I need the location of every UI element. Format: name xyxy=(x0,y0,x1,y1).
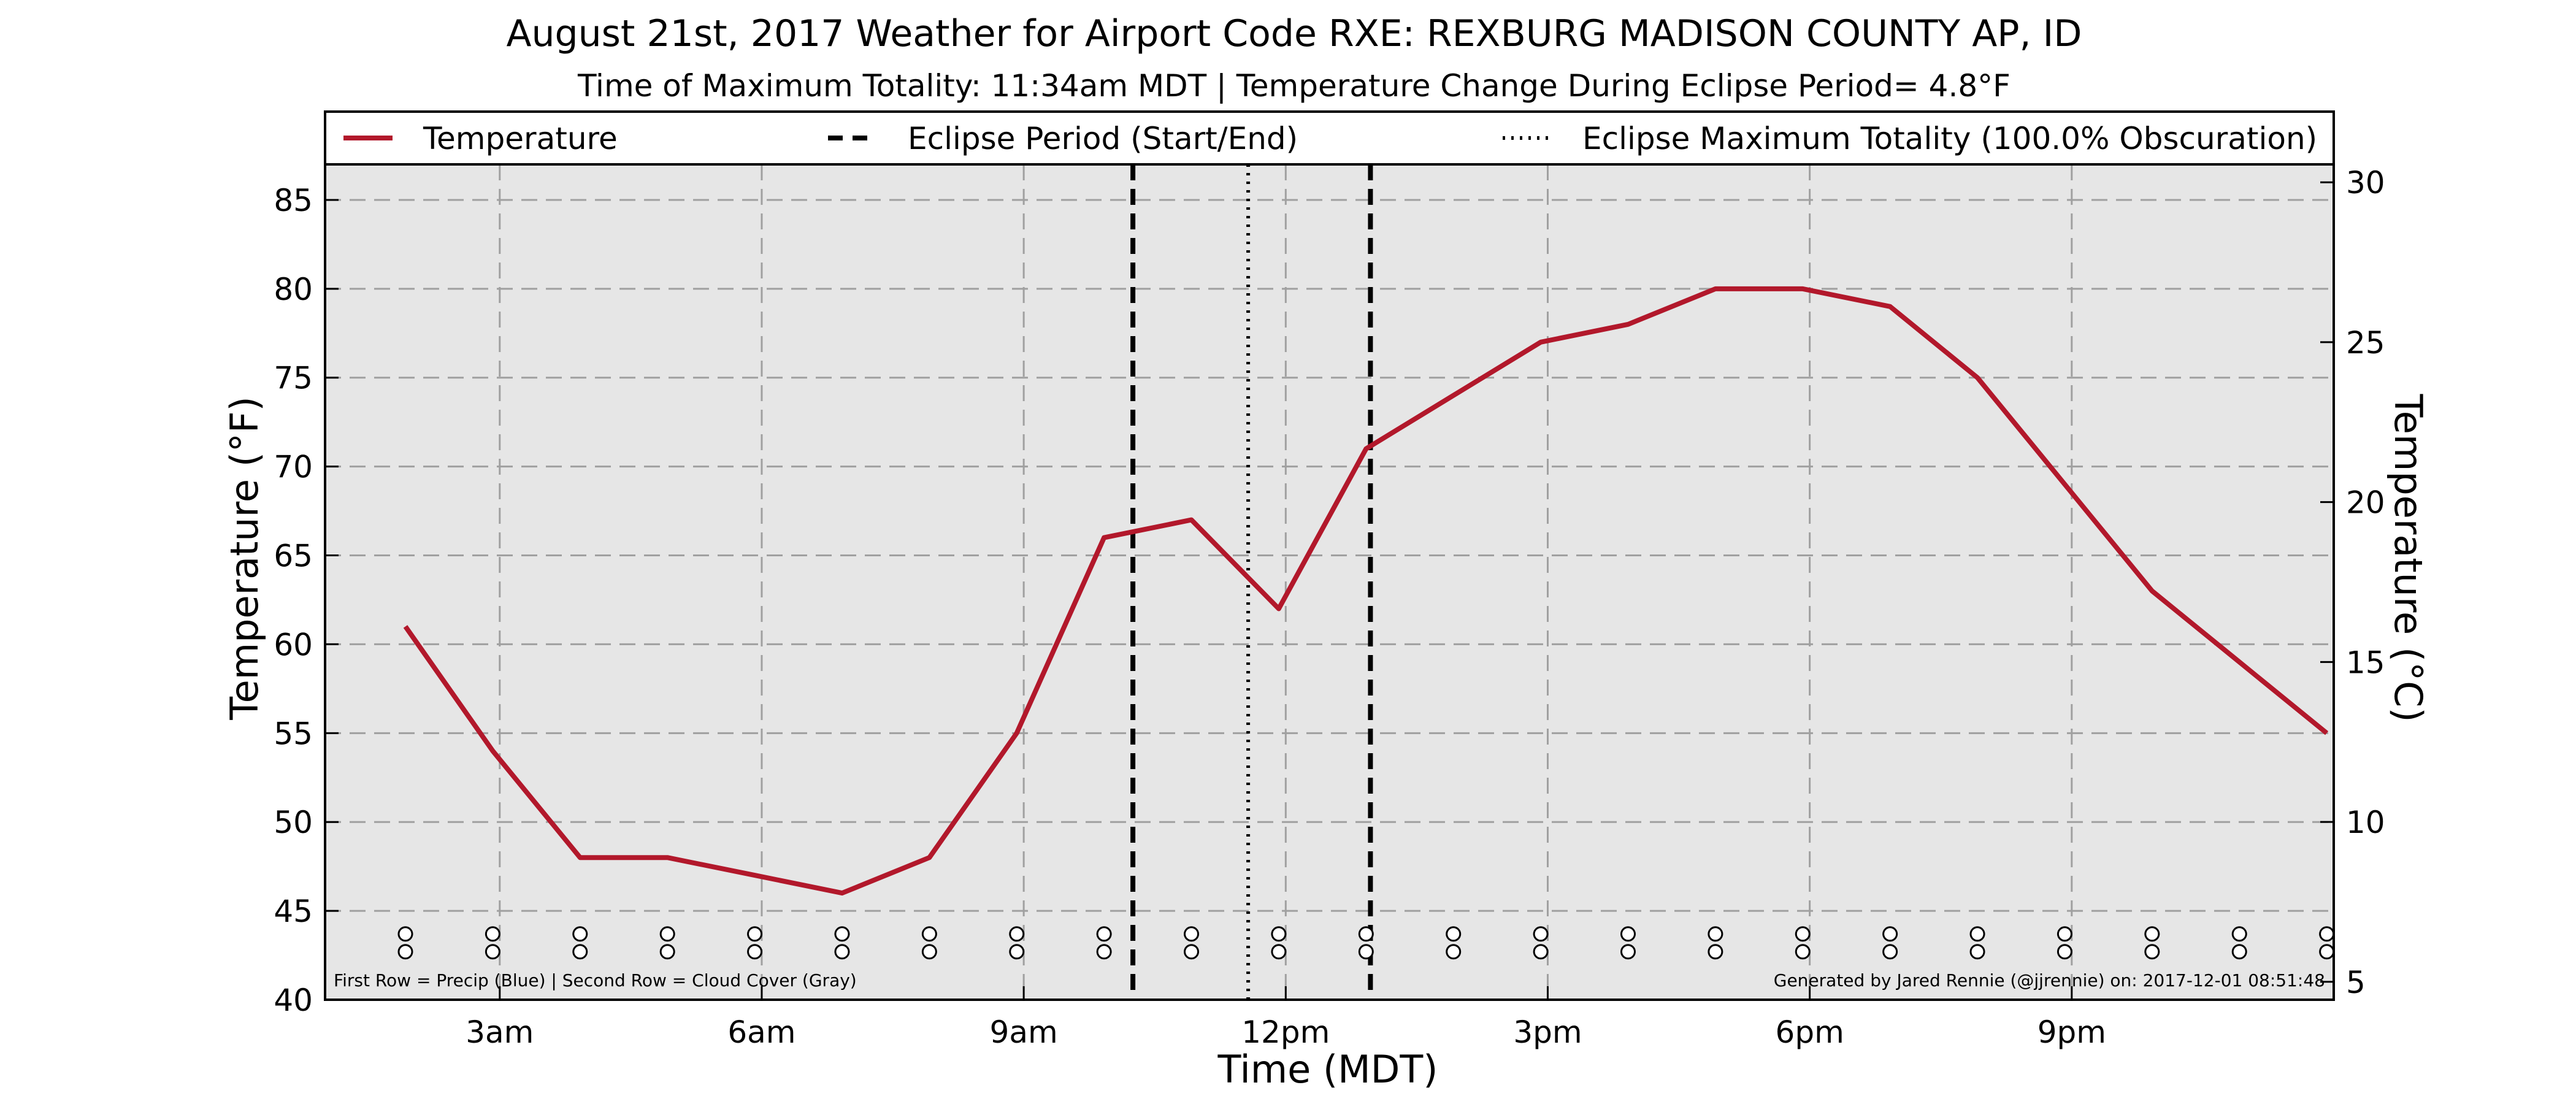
cloud-cover-marker xyxy=(2231,944,2247,960)
precip-marker xyxy=(485,926,500,942)
precip-marker xyxy=(1184,926,1200,942)
cloud-cover-marker xyxy=(1882,944,1898,960)
y-tick-label: 85 xyxy=(274,183,313,218)
cloud-cover-marker xyxy=(1795,944,1811,960)
cloud-cover-marker xyxy=(1446,944,1462,960)
x-tick-label: 9pm xyxy=(2037,1014,2106,1050)
cloud-cover-marker xyxy=(2057,944,2072,960)
cloud-cover-marker xyxy=(2319,944,2335,960)
cloud-cover-marker xyxy=(1708,944,1723,960)
cloud-cover-marker xyxy=(747,944,763,960)
y-tick-label: 50 xyxy=(274,805,313,840)
precip-marker xyxy=(572,926,588,942)
precip-marker xyxy=(2231,926,2247,942)
precip-marker xyxy=(2057,926,2072,942)
precip-marker xyxy=(1882,926,1898,942)
precip-marker xyxy=(834,926,850,942)
y-tick-label: 45 xyxy=(274,894,313,929)
y-right-tick-label: 10 xyxy=(2346,805,2385,840)
cloud-cover-marker xyxy=(1096,944,1112,960)
x-tick-label: 12pm xyxy=(1241,1014,1330,1050)
legend-label: Eclipse Period (Start/End) xyxy=(908,121,1298,156)
y-tick-label: 40 xyxy=(274,983,313,1018)
cloud-cover-marker xyxy=(1533,944,1549,960)
precip-marker xyxy=(659,926,675,942)
y-tick-label: 60 xyxy=(274,627,313,662)
legend: Temperature Eclipse Period (Start/End) Ecl… xyxy=(324,110,2335,166)
cloud-cover-marker xyxy=(921,944,937,960)
precip-marker xyxy=(1969,926,1985,942)
cloud-cover-marker xyxy=(1969,944,1985,960)
y-tick-label: 70 xyxy=(274,450,313,485)
y-tick-label: 65 xyxy=(274,539,313,574)
y-right-tick-label: 20 xyxy=(2346,485,2385,521)
cloud-cover-marker xyxy=(1358,944,1374,960)
precip-marker xyxy=(747,926,763,942)
cloud-cover-marker xyxy=(1271,944,1287,960)
y-right-tick-label: 30 xyxy=(2346,165,2385,201)
x-tick-label: 6am xyxy=(727,1014,795,1050)
y-axis-label-left: Temperature (°F) xyxy=(222,396,267,720)
cloud-cover-marker xyxy=(485,944,500,960)
legend-label: Temperature xyxy=(423,121,618,156)
precip-marker xyxy=(1096,926,1112,942)
footnote-left: First Row = Precip (Blue) | Second Row =… xyxy=(334,970,857,991)
cloud-cover-marker xyxy=(572,944,588,960)
precip-marker xyxy=(2144,926,2160,942)
y-tick-label: 80 xyxy=(274,272,313,307)
legend-box xyxy=(324,110,2335,166)
x-tick-label: 6pm xyxy=(1776,1014,1844,1050)
footnote-right: Generated by Jared Rennie (@jjrennie) on… xyxy=(1774,970,2325,991)
cloud-cover-marker xyxy=(659,944,675,960)
legend-label: Eclipse Maximum Totality (100.0% Obscura… xyxy=(1582,121,2317,156)
precip-marker xyxy=(1358,926,1374,942)
cloud-cover-marker xyxy=(2144,944,2160,960)
precip-marker xyxy=(1620,926,1636,942)
precip-marker xyxy=(921,926,937,942)
y-right-tick-label: 15 xyxy=(2346,645,2385,680)
precip-marker xyxy=(1708,926,1723,942)
plot-area: 3am 6am 9am 12pm 3pm 6pm 9pm 40 45 50 55 60 65 70 75 80… xyxy=(274,163,2385,1050)
chart-subtitle: Time of Maximum Totality: 11:34am MDT | … xyxy=(577,68,2011,104)
plot-background xyxy=(325,164,2334,1000)
cloud-cover-marker xyxy=(834,944,850,960)
y-tick-label: 75 xyxy=(274,361,313,396)
precip-marker xyxy=(1533,926,1549,942)
x-axis-label: Time (MDT) xyxy=(1217,1047,1438,1092)
x-tick-label: 3am xyxy=(466,1014,534,1050)
precip-marker xyxy=(1009,926,1025,942)
precip-marker xyxy=(2319,926,2335,942)
precip-marker xyxy=(1271,926,1287,942)
precip-marker xyxy=(1446,926,1462,942)
x-tick-label: 3pm xyxy=(1513,1014,1582,1050)
cloud-cover-marker xyxy=(1009,944,1025,960)
y-right-tick-label: 25 xyxy=(2346,325,2385,361)
y-tick-label: 55 xyxy=(274,716,313,751)
precip-marker xyxy=(1795,926,1811,942)
cloud-cover-marker xyxy=(1620,944,1636,960)
cloud-cover-marker xyxy=(397,944,413,960)
chart-title: August 21st, 2017 Weather for Airport Co… xyxy=(506,12,2082,55)
x-tick-label: 9am xyxy=(990,1014,1058,1050)
precip-marker xyxy=(397,926,413,942)
y-axis-label-right: Temperature (°C) xyxy=(2386,393,2431,722)
y-right-tick-label: 5 xyxy=(2346,965,2366,1000)
cloud-cover-marker xyxy=(1184,944,1200,960)
